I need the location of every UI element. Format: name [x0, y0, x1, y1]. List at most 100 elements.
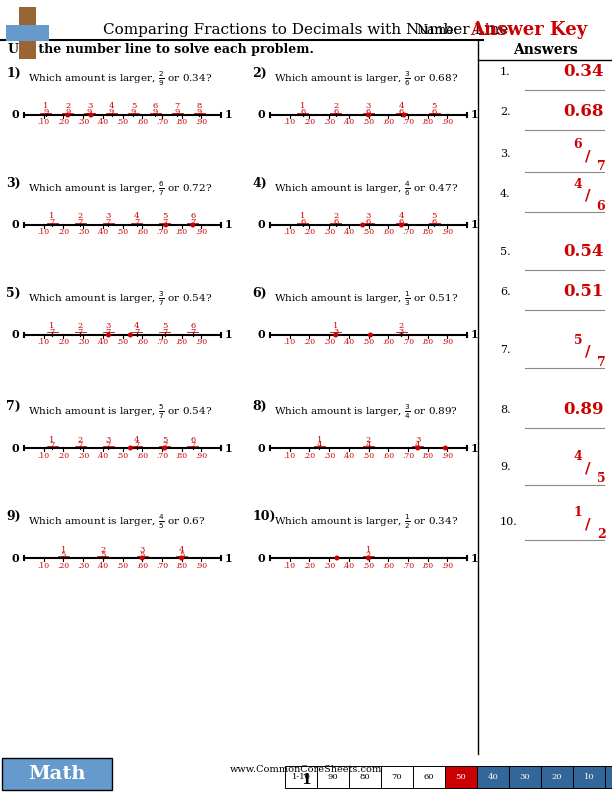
Text: 6: 6: [366, 218, 371, 226]
FancyBboxPatch shape: [349, 766, 381, 788]
Text: .10: .10: [37, 229, 50, 237]
FancyBboxPatch shape: [573, 766, 605, 788]
FancyBboxPatch shape: [285, 766, 317, 788]
Text: .60: .60: [136, 451, 148, 459]
Text: 4: 4: [134, 436, 140, 444]
Circle shape: [416, 446, 420, 450]
Text: .10: .10: [283, 229, 296, 237]
Text: 5: 5: [140, 551, 145, 559]
Text: 60: 60: [424, 773, 435, 781]
Text: Which amount is larger, $\frac{5}{7}$ or 0.54?: Which amount is larger, $\frac{5}{7}$ or…: [28, 403, 212, 421]
Text: .30: .30: [77, 338, 89, 347]
Text: 0.89: 0.89: [563, 402, 603, 418]
Text: 6: 6: [333, 108, 338, 116]
Text: 5: 5: [179, 551, 184, 559]
FancyBboxPatch shape: [541, 766, 573, 788]
Text: 70: 70: [392, 773, 402, 781]
Text: Which amount is larger, $\frac{3}{4}$ or 0.89?: Which amount is larger, $\frac{3}{4}$ or…: [274, 403, 458, 421]
Text: 4: 4: [398, 102, 404, 111]
Text: 6: 6: [366, 108, 371, 116]
Text: Math: Math: [28, 765, 86, 783]
Text: .80: .80: [176, 338, 188, 347]
Text: .90: .90: [195, 562, 207, 569]
Text: 7: 7: [162, 328, 168, 336]
Text: .80: .80: [422, 338, 434, 347]
Text: .30: .30: [323, 119, 335, 127]
Text: 7: 7: [78, 441, 83, 449]
Text: .30: .30: [77, 119, 89, 127]
Text: .10: .10: [283, 119, 296, 127]
Text: 7: 7: [597, 159, 605, 173]
Text: 6: 6: [333, 218, 338, 226]
Text: 3: 3: [398, 328, 404, 336]
Text: 7: 7: [162, 218, 168, 226]
Text: .60: .60: [382, 562, 394, 569]
Text: 4: 4: [134, 212, 140, 220]
Circle shape: [106, 333, 110, 337]
Text: 6.: 6.: [500, 287, 510, 297]
FancyBboxPatch shape: [605, 766, 612, 788]
Circle shape: [444, 446, 447, 450]
Text: .10: .10: [283, 451, 296, 459]
Text: .80: .80: [422, 562, 434, 569]
Text: 6): 6): [252, 287, 267, 300]
Text: .10: .10: [37, 119, 50, 127]
Text: .40: .40: [343, 119, 355, 127]
Text: .30: .30: [77, 451, 89, 459]
Text: 50: 50: [456, 773, 466, 781]
Text: 7: 7: [190, 218, 196, 226]
Text: 7.: 7.: [500, 345, 510, 355]
Text: Answers: Answers: [513, 43, 577, 57]
Text: 4: 4: [316, 441, 322, 449]
Text: 1: 1: [300, 102, 305, 111]
Text: 4: 4: [398, 212, 404, 220]
Text: 7: 7: [134, 218, 140, 226]
Text: 1: 1: [50, 322, 55, 330]
Text: .40: .40: [97, 562, 109, 569]
Text: 3): 3): [6, 177, 21, 190]
Text: 0: 0: [12, 329, 19, 341]
Text: .70: .70: [402, 451, 414, 459]
Text: 1-10: 1-10: [291, 773, 310, 781]
Text: 0.51: 0.51: [563, 284, 603, 300]
Text: 0.68: 0.68: [563, 104, 603, 120]
Text: .20: .20: [58, 229, 70, 237]
Text: .90: .90: [441, 229, 453, 237]
FancyBboxPatch shape: [6, 25, 49, 40]
Text: 2: 2: [78, 322, 83, 330]
Text: 7: 7: [50, 218, 55, 226]
Text: .50: .50: [362, 119, 375, 127]
Text: 1: 1: [471, 443, 479, 454]
Text: 1: 1: [50, 212, 55, 220]
Text: .20: .20: [304, 451, 315, 459]
Text: 3.: 3.: [500, 149, 510, 159]
FancyBboxPatch shape: [445, 766, 477, 788]
Text: .90: .90: [195, 451, 207, 459]
Text: 5): 5): [6, 287, 21, 300]
Text: .50: .50: [362, 229, 375, 237]
Text: 8.: 8.: [500, 405, 510, 415]
Text: 9: 9: [174, 108, 180, 116]
Text: 2: 2: [78, 212, 83, 220]
Text: .40: .40: [343, 562, 355, 569]
Circle shape: [402, 113, 406, 116]
Text: 1: 1: [471, 219, 479, 230]
Circle shape: [191, 223, 195, 227]
Text: 7: 7: [162, 441, 168, 449]
Text: /: /: [585, 149, 591, 163]
Text: Answer Key: Answer Key: [470, 21, 588, 39]
Text: 1: 1: [225, 109, 233, 120]
Text: .70: .70: [156, 451, 168, 459]
Text: .90: .90: [195, 119, 207, 127]
Circle shape: [335, 556, 339, 560]
Text: 0: 0: [258, 109, 265, 120]
Text: /: /: [585, 462, 591, 476]
Text: 5: 5: [162, 212, 168, 220]
Text: 9: 9: [131, 108, 136, 116]
Text: .40: .40: [97, 119, 109, 127]
Text: 30: 30: [520, 773, 531, 781]
Text: Which amount is larger, $\frac{1}{3}$ or 0.51?: Which amount is larger, $\frac{1}{3}$ or…: [274, 290, 458, 308]
Text: 5: 5: [162, 436, 168, 444]
Text: 7: 7: [106, 328, 111, 336]
FancyBboxPatch shape: [413, 766, 445, 788]
